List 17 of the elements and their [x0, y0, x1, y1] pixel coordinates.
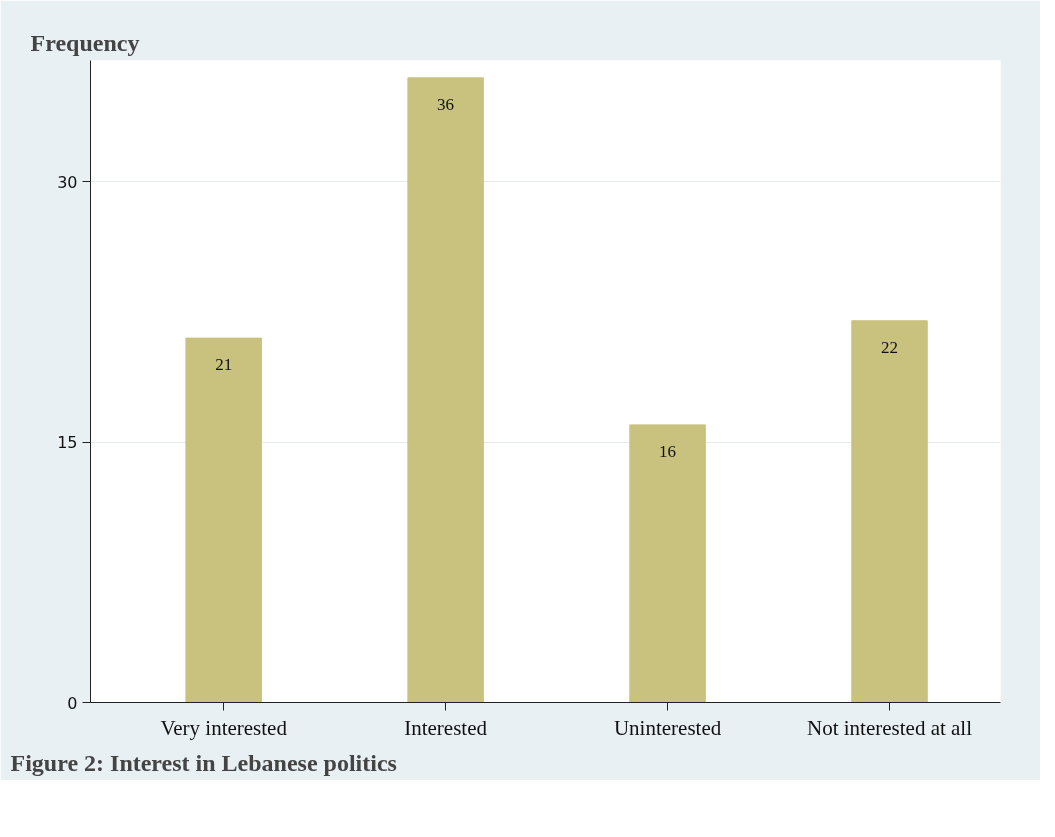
bar — [185, 337, 262, 703]
y-tick-label: 15 — [57, 433, 78, 453]
data-label: 36 — [437, 94, 455, 114]
y-tick-label: 0 — [67, 693, 78, 713]
data-label: 21 — [215, 355, 233, 375]
x-tick-label: Not interested at all — [807, 715, 973, 740]
x-tick-label: Very interested — [160, 715, 288, 740]
x-tick-label: Uninterested — [613, 715, 722, 740]
bar — [629, 424, 706, 703]
y-tick-label: 30 — [57, 172, 78, 192]
text: Figure 2: Interest in Lebanese politics — [10, 749, 397, 776]
data-label: 22 — [881, 337, 899, 357]
x-tick-label: Interested — [404, 715, 488, 740]
bar — [407, 77, 484, 703]
data-label: 16 — [659, 441, 677, 461]
y-axis-title: Frequency — [30, 29, 140, 56]
bar — [851, 320, 928, 703]
